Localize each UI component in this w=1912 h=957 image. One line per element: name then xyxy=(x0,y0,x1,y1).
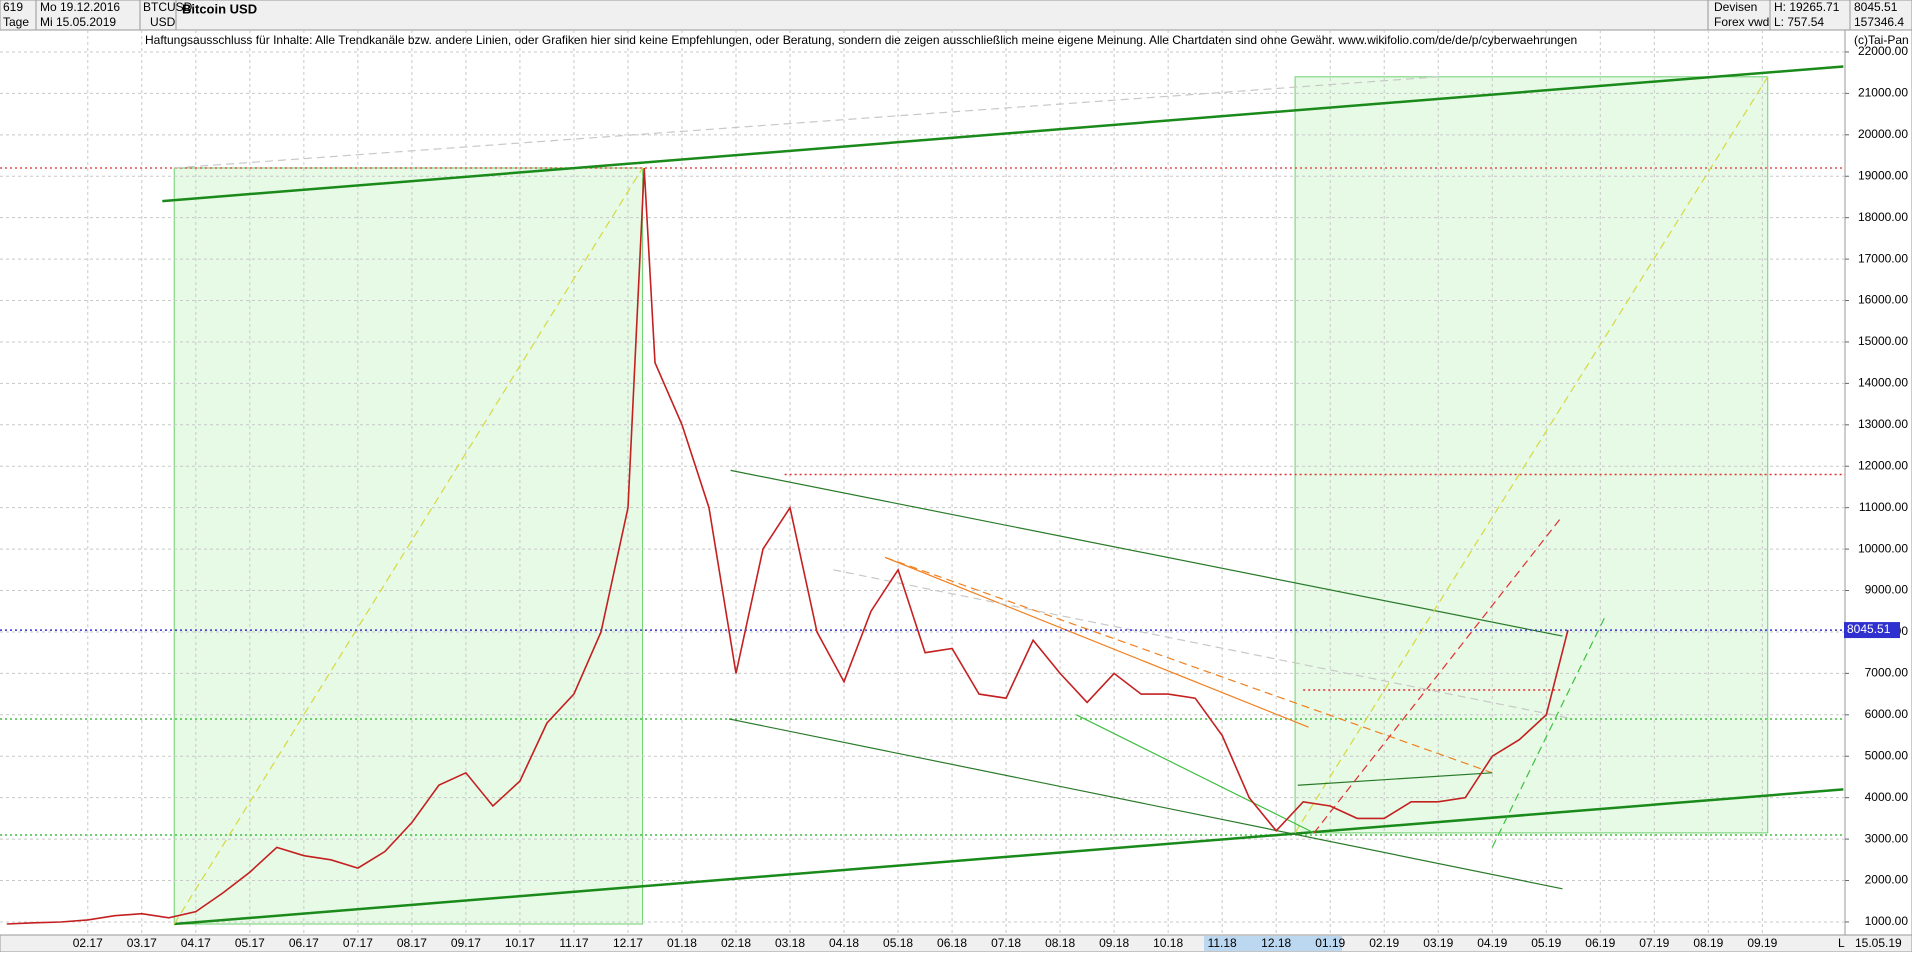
trend-line xyxy=(173,167,644,925)
y-tick-label: 18000.00 xyxy=(1858,210,1908,224)
y-tick-label: 15000.00 xyxy=(1858,334,1908,348)
currency: USD xyxy=(150,15,176,29)
x-tick-label: 02.17 xyxy=(73,936,103,950)
x-tick-label: 02.19 xyxy=(1369,936,1399,950)
trend-line xyxy=(884,556,1309,728)
start-date[interactable]: Mo 19.12.2016 xyxy=(40,0,120,14)
disclaimer: Haftungsausschluss für Inhalte: Alle Tre… xyxy=(145,33,1577,47)
trend-line xyxy=(728,718,1563,890)
symbol: BTCUSD xyxy=(143,0,193,14)
x-tick-label: 08.17 xyxy=(397,936,427,950)
x-tick-label: 05.17 xyxy=(235,936,265,950)
trend-line xyxy=(884,556,1493,774)
last-price-header: 8045.51 xyxy=(1854,0,1898,14)
x-tick-label: 09.19 xyxy=(1747,936,1777,950)
y-tick-label: 20000.00 xyxy=(1858,127,1908,141)
chart-title: Bitcoin USD xyxy=(182,1,257,16)
y-tick-label: 19000.00 xyxy=(1858,168,1908,182)
x-tick-label: 04.17 xyxy=(181,936,211,950)
plot-area xyxy=(0,30,1845,935)
last-price-label: 8045.51 xyxy=(1847,622,1891,636)
trend-line xyxy=(1294,76,1769,834)
x-tick-label: 01.18 xyxy=(667,936,697,950)
y-tick-label: 2000.00 xyxy=(1865,873,1909,887)
y-tick-label: 10000.00 xyxy=(1858,541,1908,555)
header-bar xyxy=(0,0,1912,31)
y-tick-label: 17000.00 xyxy=(1858,251,1908,265)
volume: 157346.4 xyxy=(1854,15,1904,29)
market: Devisen xyxy=(1714,0,1757,14)
y-tick-label: 7000.00 xyxy=(1865,666,1909,680)
x-tick-label: 11.18 xyxy=(1208,936,1237,950)
y-tick-label: 1000.00 xyxy=(1865,914,1909,928)
high: H: 19265.71 xyxy=(1774,0,1840,14)
y-tick-label: 9000.00 xyxy=(1865,583,1909,597)
range-highlight xyxy=(1204,936,1342,951)
y-axis-panel xyxy=(1844,29,1912,936)
count[interactable]: 619 xyxy=(3,0,23,14)
y-tick-label: 6000.00 xyxy=(1865,707,1909,721)
y-tick-label: 16000.00 xyxy=(1858,293,1908,307)
x-tick-label: 02.18 xyxy=(721,936,751,950)
end-date[interactable]: Mi 15.05.2019 xyxy=(40,15,116,29)
x-tick-label: 07.17 xyxy=(343,936,373,950)
trend-line xyxy=(162,65,1844,203)
x-tick-label: 03.18 xyxy=(775,936,805,950)
y-tick-label: 21000.00 xyxy=(1858,86,1908,100)
x-tick-label: 01.19 xyxy=(1315,936,1345,950)
source: Forex vwd xyxy=(1714,15,1769,29)
y-tick-label: 12000.00 xyxy=(1858,458,1908,472)
x-tick-label: 08.19 xyxy=(1693,936,1723,950)
x-tick-label: 07.19 xyxy=(1639,936,1669,950)
y-tick-label: 3000.00 xyxy=(1865,831,1909,845)
x-tick-label: 11.17 xyxy=(559,936,588,950)
x-tick-label: 07.18 xyxy=(991,936,1021,950)
x-tick-label: 05.18 xyxy=(883,936,913,950)
x-tick-label: 03.19 xyxy=(1423,936,1453,950)
trend-line xyxy=(174,76,1439,169)
x-tick-label: 06.19 xyxy=(1585,936,1615,950)
trend-line xyxy=(833,569,1574,720)
x-tick-label: 10.18 xyxy=(1153,936,1183,950)
last-price-tag xyxy=(1844,622,1900,639)
x-tick-label: 04.18 xyxy=(829,936,859,950)
trend-line xyxy=(730,469,1563,637)
x-tick-label: 12.17 xyxy=(613,936,643,950)
trend-line xyxy=(1076,714,1315,834)
x-tick-label: 05.19 xyxy=(1531,936,1561,950)
period[interactable]: Tage xyxy=(3,15,29,29)
x-tick-label: 06.17 xyxy=(289,936,319,950)
x-tick-label: 04.19 xyxy=(1477,936,1507,950)
price-line xyxy=(6,167,1569,925)
y-tick-label: 4000.00 xyxy=(1865,790,1909,804)
x-tick-label: 09.18 xyxy=(1099,936,1129,950)
copyright: (c)Tai-Pan xyxy=(1854,33,1909,47)
trend-line xyxy=(1491,615,1607,848)
x-tick-label: 03.17 xyxy=(127,936,157,950)
x-tick-label: 09.17 xyxy=(451,936,481,950)
y-tick-label: 13000.00 xyxy=(1858,417,1908,431)
y-tick-label: 5000.00 xyxy=(1865,748,1909,762)
y-tick-label: 22000.00 xyxy=(1858,44,1908,58)
y-tick-label: 14000.00 xyxy=(1858,376,1908,390)
trend-line xyxy=(1297,772,1493,786)
trend-line xyxy=(174,788,1844,926)
footer-date: 15.05.19 xyxy=(1855,936,1902,950)
low: L: 757.54 xyxy=(1774,15,1824,29)
footer-mark: L xyxy=(1838,936,1845,950)
x-tick-label: 12.18 xyxy=(1261,936,1291,950)
trend-line xyxy=(1313,515,1563,834)
x-tick-label: 06.18 xyxy=(937,936,967,950)
x-tick-label: 08.18 xyxy=(1045,936,1075,950)
x-tick-label: 10.17 xyxy=(505,936,535,950)
y-tick-label: 11000.00 xyxy=(1859,500,1908,514)
